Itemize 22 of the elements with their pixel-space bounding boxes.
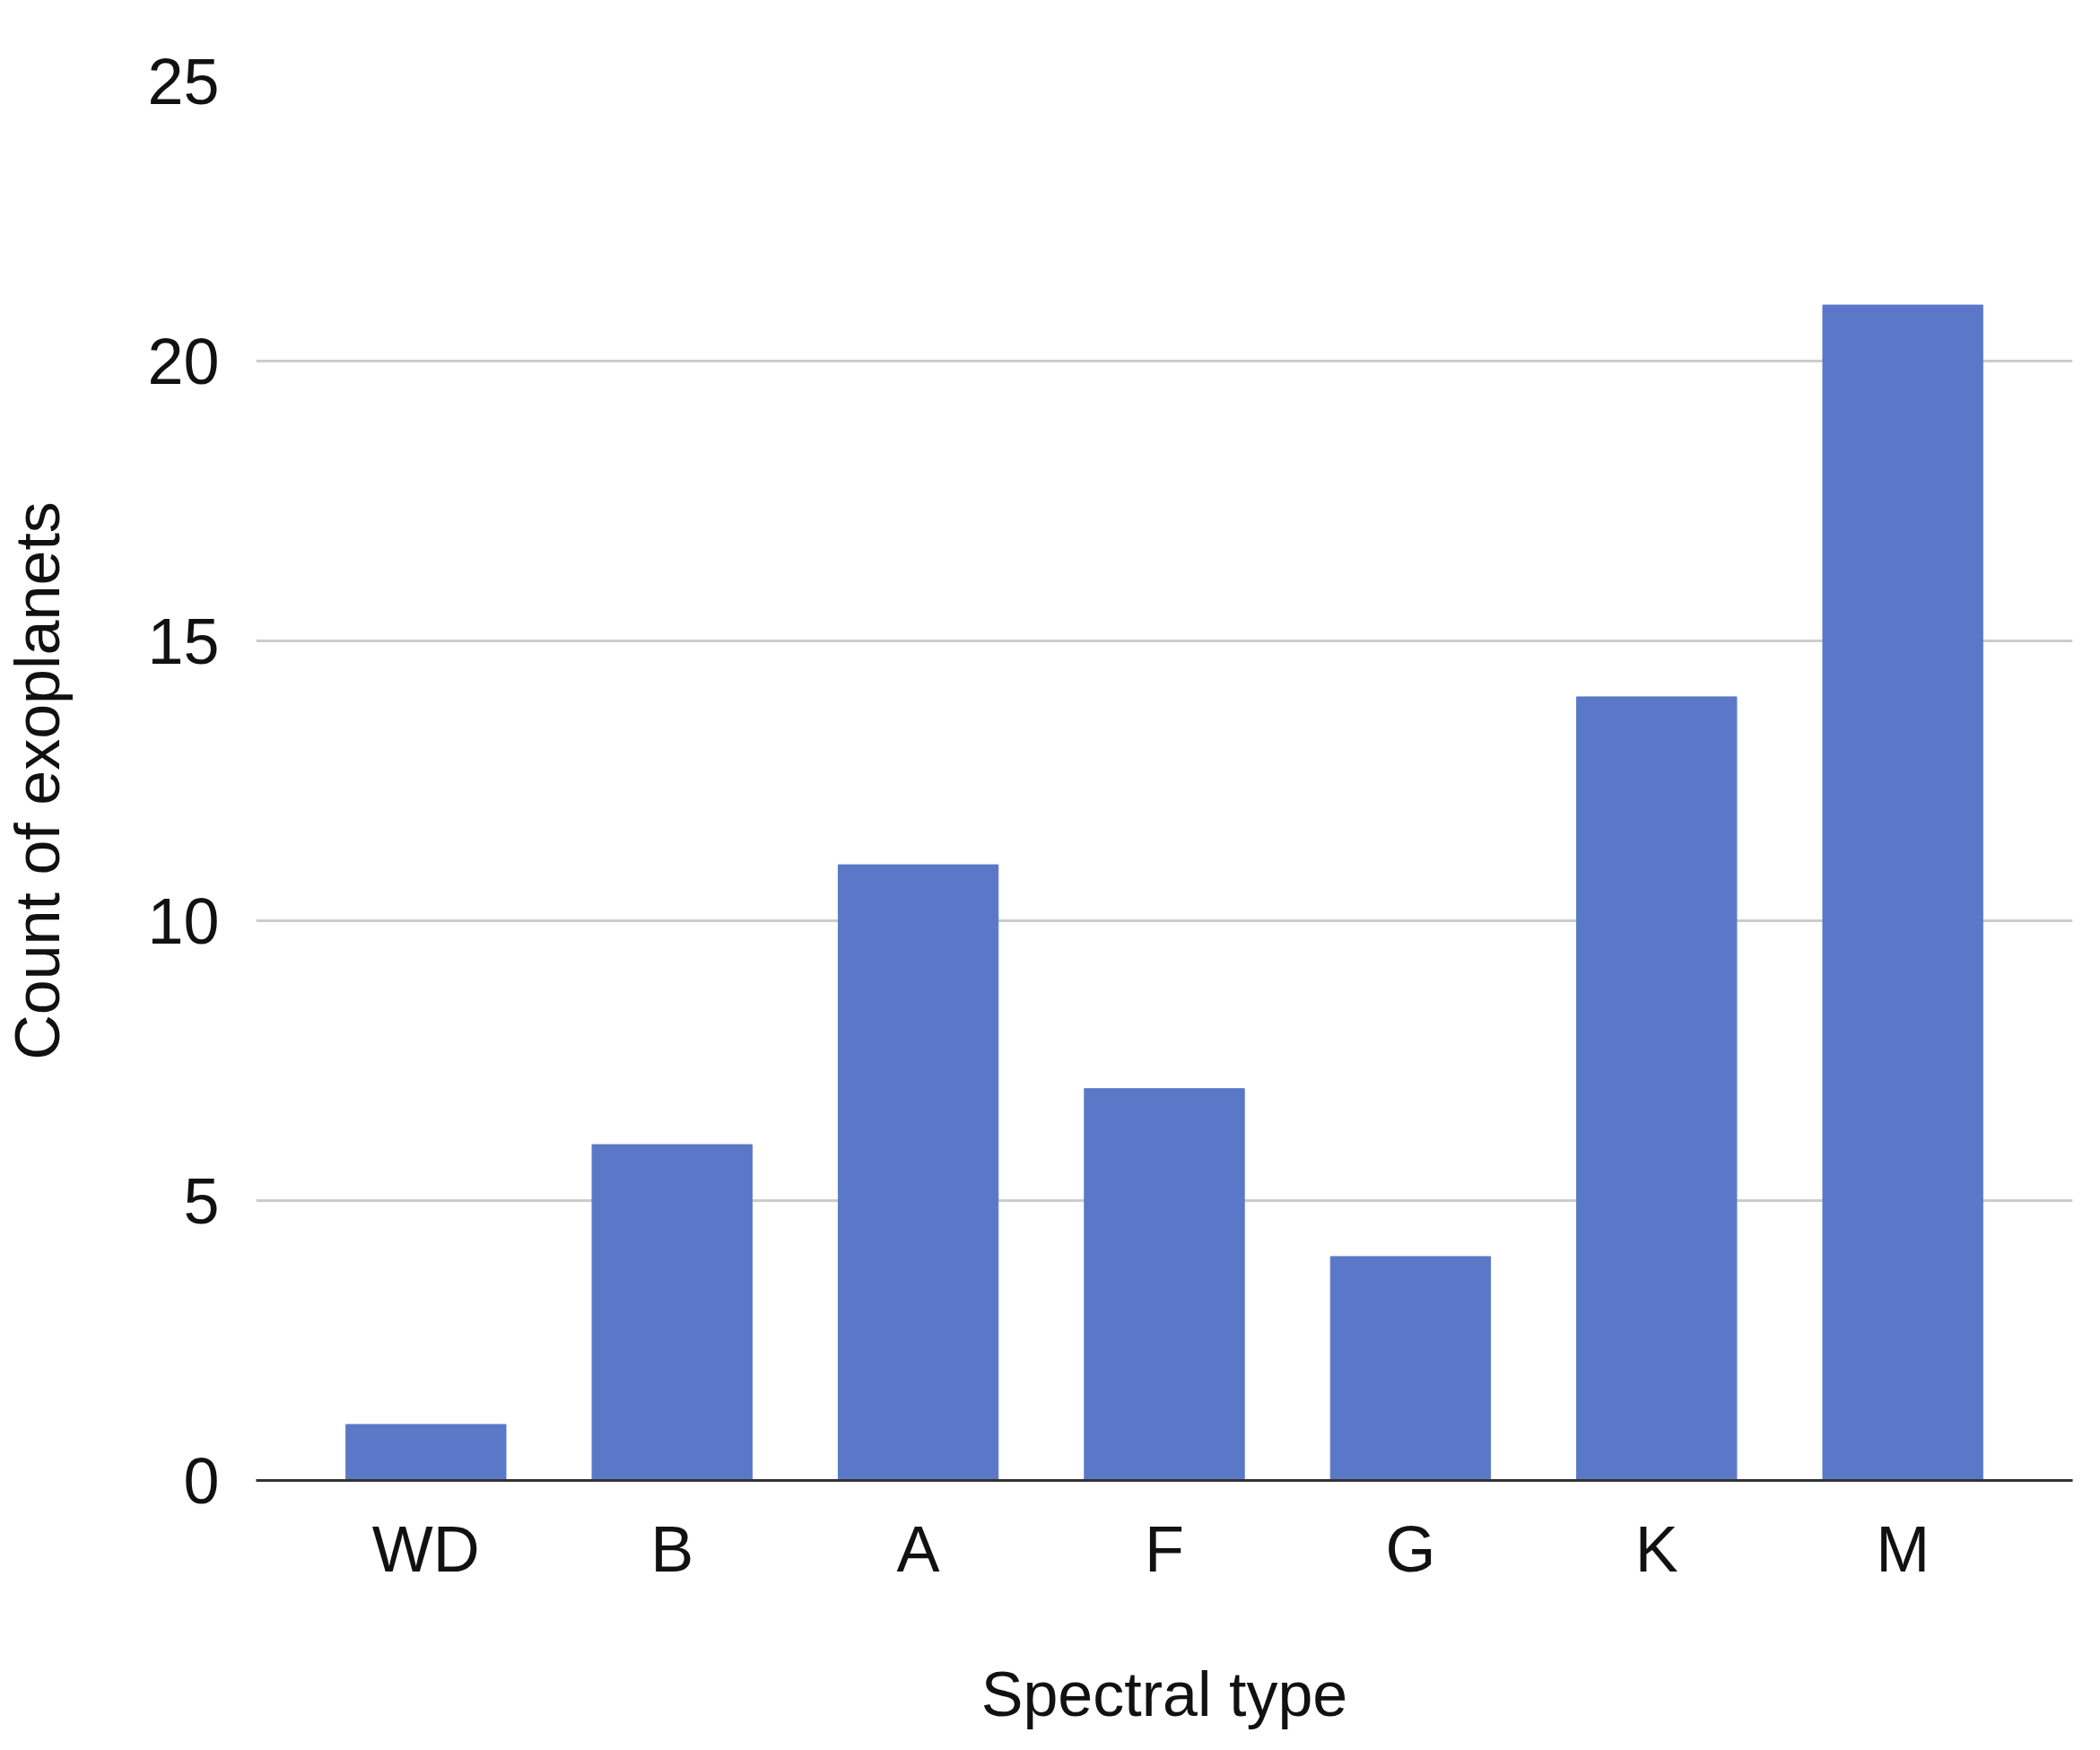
x-tick-label: A xyxy=(896,1512,940,1585)
x-tick-label: WD xyxy=(371,1512,480,1585)
bar xyxy=(1822,304,1983,1481)
y-tick-label: 25 xyxy=(147,45,220,118)
bar xyxy=(1576,696,1738,1481)
bar xyxy=(345,1424,507,1481)
y-tick-label: 20 xyxy=(147,325,220,397)
x-tick-label: B xyxy=(650,1512,694,1585)
x-tick-label: F xyxy=(1145,1512,1184,1585)
x-tick-label: K xyxy=(1634,1512,1678,1585)
y-tick-label: 5 xyxy=(183,1164,220,1237)
bar xyxy=(1329,1256,1492,1481)
y-tick-label: 15 xyxy=(147,605,220,677)
bar xyxy=(837,864,999,1481)
y-tick-label: 0 xyxy=(183,1444,220,1517)
x-tick-label: M xyxy=(1876,1512,1930,1585)
bar xyxy=(1084,1088,1245,1481)
x-tick-label: G xyxy=(1385,1512,1436,1585)
y-tick-label: 10 xyxy=(147,884,220,957)
y-axis-title: Count of exoplanets xyxy=(3,501,74,1060)
bar xyxy=(591,1144,753,1481)
x-axis-title: Spectral type xyxy=(980,1659,1348,1729)
